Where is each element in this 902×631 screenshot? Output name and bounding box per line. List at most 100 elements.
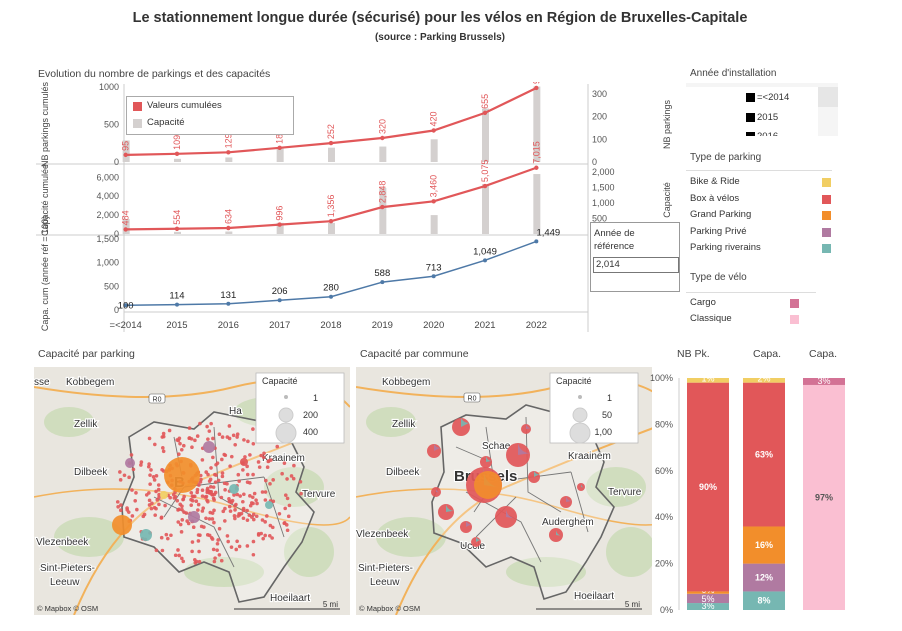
- park-area-0: [366, 407, 416, 437]
- parking-dot-330: [167, 428, 172, 433]
- parking-dot-359: [241, 508, 246, 513]
- scrollbar-thumb[interactable]: [818, 87, 838, 107]
- park-area-3: [54, 517, 124, 557]
- parking-dot-241: [259, 453, 263, 458]
- reference-year-box: Année de référence 2,014: [590, 222, 680, 292]
- parking-dot-332: [250, 495, 255, 500]
- parking-dot-212: [191, 525, 196, 529]
- velo-type-legend[interactable]: Cargo Classique: [686, 292, 816, 329]
- parking-dot-11: [292, 463, 296, 468]
- parking-dot-376: [189, 437, 194, 441]
- year-item-0[interactable]: =<2014: [757, 92, 790, 103]
- year-checkbox-2[interactable]: [746, 132, 755, 136]
- parking-dot-51: [236, 472, 241, 477]
- parking-dot-94: [154, 489, 158, 494]
- parking-type-item-3[interactable]: Parking Privé: [690, 226, 831, 237]
- parking-dot-324: [156, 487, 161, 492]
- parking-dot-336: [232, 514, 237, 518]
- parking-dot-112: [171, 492, 176, 497]
- parking-dot-310: [201, 506, 206, 510]
- parking-dot-78: [163, 503, 167, 508]
- stack-ytick-1: 20%: [655, 559, 673, 569]
- parking-dot-125: [215, 541, 220, 546]
- parking-dot-185: [233, 516, 237, 521]
- xtick-7: 2021: [474, 320, 495, 331]
- year-checkbox-1[interactable]: [746, 113, 755, 122]
- velo-type-title: Type de vélo: [690, 272, 747, 283]
- year-checkbox-0[interactable]: [746, 93, 755, 102]
- parking-dot-203: [260, 490, 265, 494]
- label-capacite-6: 3,460: [429, 175, 439, 198]
- label-capacite-0: 484: [121, 210, 131, 225]
- parking-dot-84: [118, 508, 123, 513]
- parking-dot-86: [134, 491, 138, 495]
- map-credits: © Mapbox © OSM: [359, 604, 420, 613]
- parking-type-legend[interactable]: Bike & Ride Box à vélos Grand Parking Parki…: [686, 170, 832, 259]
- stack-seg-1-4: [743, 378, 785, 383]
- parking-type-item-4[interactable]: Parking riverains: [690, 242, 831, 253]
- point-nb-parkings-5: [380, 135, 385, 141]
- parking-type-item-0[interactable]: Bike & Ride: [690, 176, 831, 187]
- xtick-2: 2016: [218, 320, 239, 331]
- size-legend-circle-1: [278, 407, 294, 423]
- parking-dot-34: [204, 516, 208, 521]
- y2tick-capacite-2: 1,500: [592, 183, 615, 193]
- parking-dot-249: [220, 457, 224, 462]
- parking-dot-373: [193, 561, 198, 565]
- parking-dot-225: [211, 547, 216, 552]
- commune-bubble-grand-parking: [474, 471, 502, 499]
- bar-capacite-7: [482, 184, 489, 234]
- parking-dot-261: [181, 443, 186, 448]
- parking-dot-147: [209, 421, 213, 426]
- bar-capacite-3: [276, 222, 284, 234]
- parking-dot-42: [217, 526, 222, 531]
- reference-year-input[interactable]: 2,014: [593, 257, 679, 273]
- parking-dot-154: [233, 442, 237, 447]
- stack-label-1-3: 63%: [755, 450, 773, 460]
- point-indice-3: [277, 298, 282, 303]
- parking-dot-365: [179, 447, 184, 452]
- parking-dot-216: [245, 544, 250, 548]
- label-nb-parkings-2: 129: [223, 133, 233, 148]
- parking-type-item-1[interactable]: Box à vélos: [690, 193, 831, 204]
- point-nb-parkings-3: [277, 145, 282, 151]
- velo-type-item-1[interactable]: Classique: [690, 313, 810, 324]
- parking-dot-206: [149, 506, 154, 511]
- parking-dot-287: [269, 458, 273, 462]
- velo-type-item-0[interactable]: Cargo: [690, 297, 810, 308]
- bar-nb-parkings-3: [276, 148, 284, 162]
- size-legend-circle-1: [572, 407, 588, 423]
- map-capacity-by-parking[interactable]: R0 sse Kobbegem Zellik Dilbeek Kraainem Tervur…: [34, 367, 350, 615]
- stack-seg-0-3: [687, 382, 729, 592]
- label-nb-parkings-3: 189: [275, 129, 285, 144]
- parking-dot-335: [200, 509, 205, 513]
- parking-type-item-2[interactable]: Grand Parking: [690, 209, 831, 220]
- parking-dot-289: [195, 434, 200, 438]
- map-capacity-by-commune[interactable]: R0 Kobbegem Zellik Dilbeek Schae Kraainem Terv…: [356, 367, 652, 615]
- parking-dot-232: [181, 559, 186, 564]
- legend-label-cumul: Valeurs cumulées: [147, 100, 222, 111]
- legend-swatch-cumul: [133, 102, 142, 111]
- size-legend-value-1: 200: [303, 410, 318, 420]
- map2-canvas[interactable]: R0 Kobbegem Zellik Dilbeek Schae Kraainem Terv…: [356, 367, 652, 615]
- parking-dot-192: [172, 496, 177, 500]
- bar-nb-parkings-6: [430, 139, 438, 162]
- stacked-bar-chart[interactable]: 0%20%40%60%80%100%3%5%0%90%1%8%12%16%63%…: [645, 366, 900, 626]
- evolution-legend[interactable]: Valeurs cumulées Capacité: [126, 96, 294, 135]
- point-indice-5: [380, 280, 385, 285]
- parking-dot-260: [246, 439, 250, 444]
- year-item-1[interactable]: 2015: [757, 112, 779, 123]
- stack-seg-0-1: [687, 593, 729, 604]
- parking-dot-233: [213, 490, 218, 495]
- parking-dot-59: [220, 474, 225, 479]
- parking-dot-91: [268, 482, 272, 486]
- size-legend-value-2: 400: [303, 427, 318, 437]
- parking-dot-251: [173, 553, 178, 558]
- map1-canvas[interactable]: R0 sse Kobbegem Zellik Dilbeek Kraainem Tervur…: [34, 367, 350, 615]
- year-filter-list[interactable]: =<2014 2015 2016: [686, 83, 838, 136]
- parking-dot-353: [287, 503, 292, 508]
- stack-label-1-4: 2%: [757, 374, 770, 384]
- bar-capacite-8: [533, 174, 541, 234]
- year-item-2[interactable]: 2016: [757, 131, 778, 136]
